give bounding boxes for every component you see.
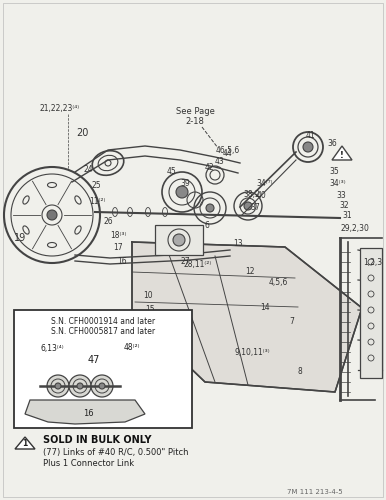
Bar bbox=[14, 310, 192, 428]
Circle shape bbox=[176, 186, 188, 198]
Text: 40: 40 bbox=[257, 192, 267, 200]
Text: 32: 32 bbox=[339, 200, 349, 209]
Text: 33: 33 bbox=[336, 190, 346, 200]
Circle shape bbox=[173, 234, 185, 246]
Text: 16: 16 bbox=[117, 258, 127, 266]
Text: 46,5,6: 46,5,6 bbox=[216, 146, 240, 154]
Text: 27: 27 bbox=[180, 258, 190, 266]
Text: 15: 15 bbox=[145, 306, 155, 314]
Text: S.N. CFH0005817 and later: S.N. CFH0005817 and later bbox=[51, 328, 155, 336]
Text: 45: 45 bbox=[167, 168, 177, 176]
Text: S.N. CFH0001914 and later: S.N. CFH0001914 and later bbox=[51, 316, 155, 326]
Text: 4,5,6: 4,5,6 bbox=[268, 278, 288, 286]
Text: 39: 39 bbox=[180, 178, 190, 188]
Text: 14: 14 bbox=[260, 304, 270, 312]
Circle shape bbox=[206, 204, 214, 212]
Text: 48⁽²⁾: 48⁽²⁾ bbox=[124, 344, 140, 352]
Text: 25: 25 bbox=[91, 180, 101, 190]
Bar bbox=[155, 257, 190, 279]
Text: 1,2,3: 1,2,3 bbox=[364, 258, 383, 266]
Text: 19: 19 bbox=[14, 233, 26, 243]
Text: 43: 43 bbox=[215, 158, 225, 166]
Circle shape bbox=[47, 210, 57, 220]
Text: 21,22,23⁽⁴⁾: 21,22,23⁽⁴⁾ bbox=[40, 104, 80, 112]
Text: 9,10,11⁽³⁾: 9,10,11⁽³⁾ bbox=[234, 348, 270, 356]
Text: 38,2: 38,2 bbox=[244, 190, 261, 198]
Text: 12: 12 bbox=[245, 268, 255, 276]
Text: 1: 1 bbox=[22, 440, 28, 448]
Text: 41: 41 bbox=[305, 130, 315, 140]
Text: 42: 42 bbox=[204, 162, 214, 172]
Bar bbox=[360, 248, 382, 378]
Text: 31: 31 bbox=[342, 210, 352, 220]
Polygon shape bbox=[132, 242, 362, 392]
Text: 7: 7 bbox=[290, 318, 295, 326]
Text: SOLD IN BULK ONLY: SOLD IN BULK ONLY bbox=[43, 435, 151, 445]
Text: 11⁽²⁾: 11⁽²⁾ bbox=[89, 198, 105, 206]
Text: 18⁽³⁾: 18⁽³⁾ bbox=[110, 230, 126, 239]
Text: 20: 20 bbox=[76, 128, 88, 138]
Text: See Page: See Page bbox=[176, 108, 215, 116]
Text: 8: 8 bbox=[298, 368, 302, 376]
Circle shape bbox=[55, 383, 61, 389]
Text: 2-18: 2-18 bbox=[186, 116, 205, 126]
Text: 26: 26 bbox=[103, 218, 113, 226]
Text: 29,2,30: 29,2,30 bbox=[340, 224, 369, 232]
Text: 28,11⁽²⁾: 28,11⁽²⁾ bbox=[184, 260, 212, 270]
Text: 37: 37 bbox=[250, 204, 260, 212]
Text: 36: 36 bbox=[327, 138, 337, 147]
Text: 10: 10 bbox=[143, 290, 153, 300]
Polygon shape bbox=[332, 146, 352, 160]
Circle shape bbox=[69, 375, 91, 397]
Text: 47: 47 bbox=[88, 355, 100, 365]
Text: Plus 1 Connector Link: Plus 1 Connector Link bbox=[43, 458, 134, 468]
Text: 16: 16 bbox=[83, 408, 93, 418]
Text: 17: 17 bbox=[113, 242, 123, 252]
Polygon shape bbox=[15, 437, 35, 449]
Text: 44: 44 bbox=[223, 148, 233, 158]
Text: (77) Links of #40 R/C, 0.500" Pitch: (77) Links of #40 R/C, 0.500" Pitch bbox=[43, 448, 188, 456]
Bar bbox=[155, 225, 203, 255]
Circle shape bbox=[99, 383, 105, 389]
Circle shape bbox=[91, 375, 113, 397]
Text: 13: 13 bbox=[233, 238, 243, 248]
Text: 24: 24 bbox=[83, 166, 93, 174]
Circle shape bbox=[303, 142, 313, 152]
Polygon shape bbox=[25, 400, 145, 424]
Text: 34⁽⁷⁾: 34⁽⁷⁾ bbox=[257, 178, 273, 188]
Text: !: ! bbox=[340, 150, 344, 160]
Circle shape bbox=[47, 375, 69, 397]
Circle shape bbox=[77, 383, 83, 389]
Text: 34⁽³⁾: 34⁽³⁾ bbox=[330, 178, 346, 188]
Text: 7M 111 213-4-5: 7M 111 213-4-5 bbox=[287, 489, 343, 495]
Circle shape bbox=[244, 202, 252, 210]
Text: 35: 35 bbox=[329, 168, 339, 176]
Text: 6,13⁽⁴⁾: 6,13⁽⁴⁾ bbox=[40, 344, 64, 352]
Text: 6: 6 bbox=[205, 220, 210, 230]
